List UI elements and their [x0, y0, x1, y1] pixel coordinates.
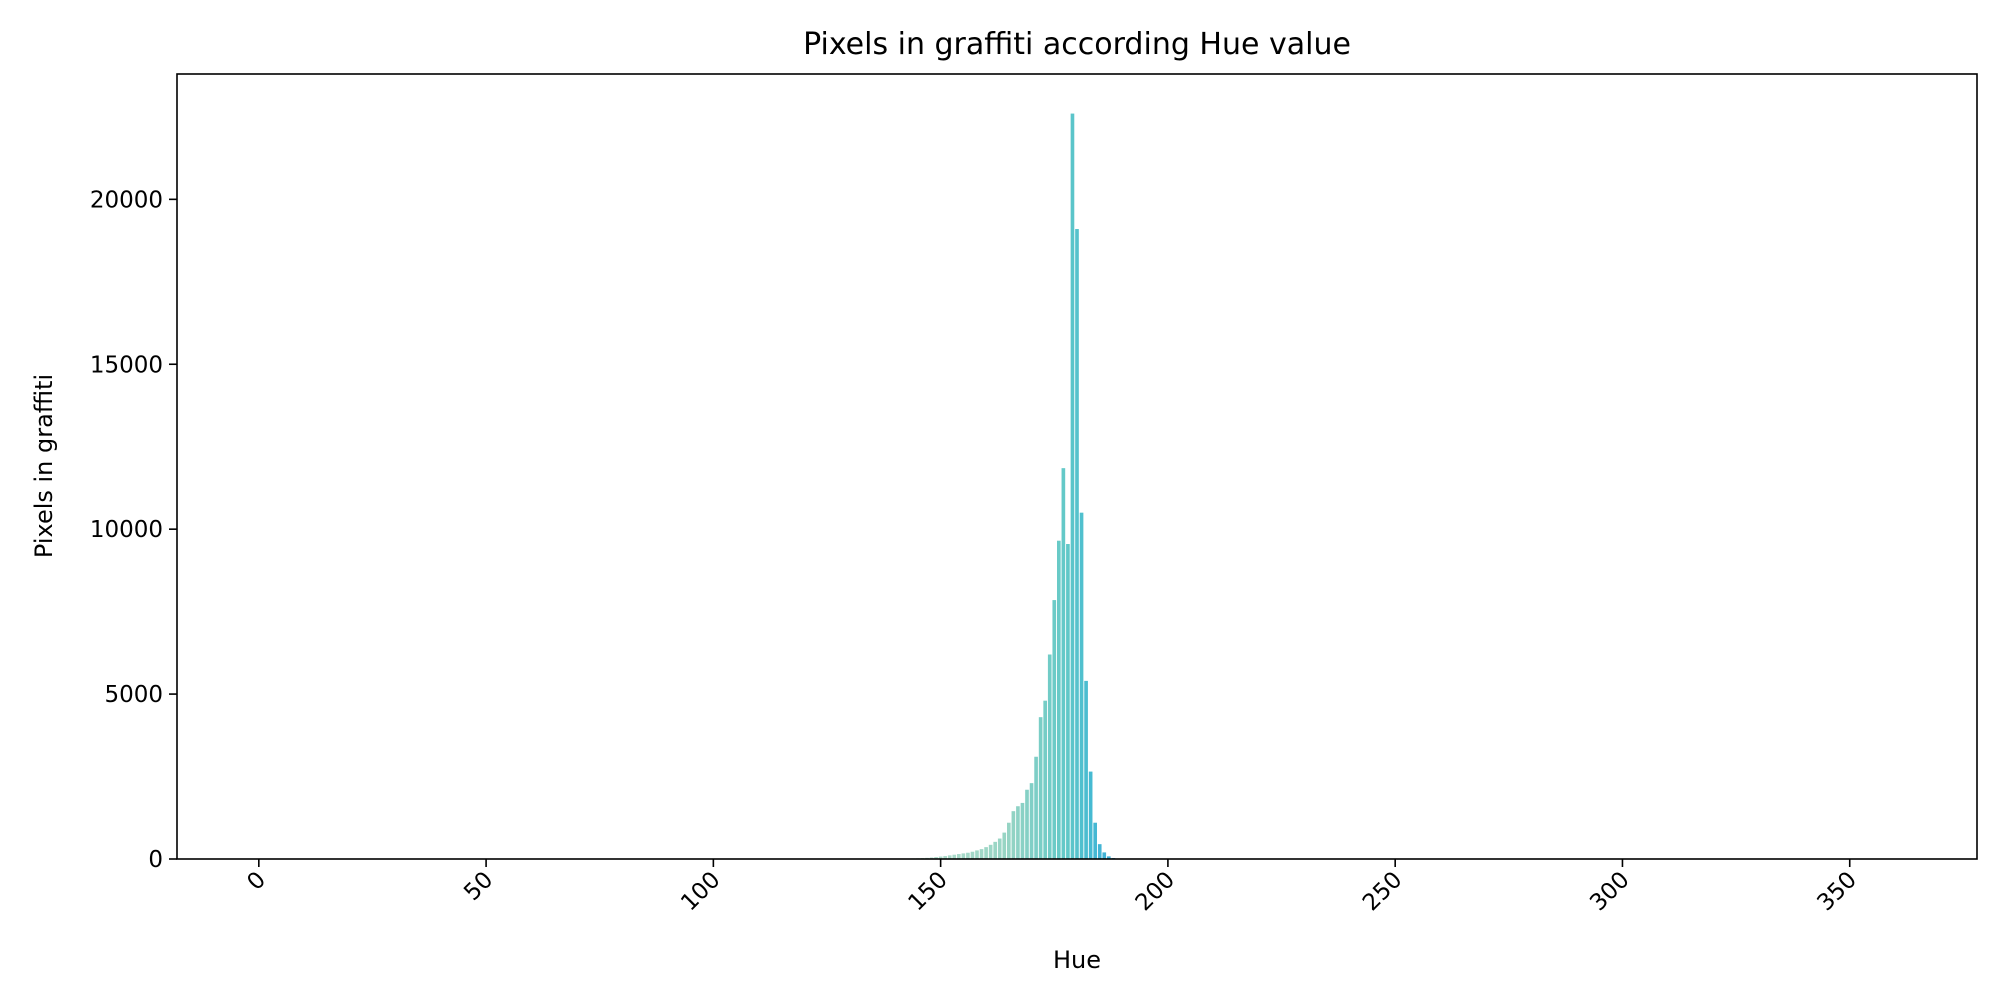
y-tick-label-15000: 15000	[90, 352, 163, 378]
y-tick-label-20000: 20000	[90, 187, 163, 213]
x-tick-label-50: 50	[459, 867, 498, 906]
bar-hue-154	[957, 854, 961, 859]
bar-hue-162	[993, 841, 997, 859]
bar-hue-187	[1107, 856, 1111, 859]
x-tick-label-100: 100	[676, 867, 725, 916]
x-tick-label-0: 0	[242, 867, 271, 896]
plot-frame	[176, 73, 1978, 860]
bar-hue-155	[961, 853, 966, 859]
bar-hue-167	[1016, 806, 1020, 859]
bar-hue-169	[1025, 789, 1029, 859]
y-tick-label-5000: 5000	[104, 682, 163, 708]
x-axis-ticks: 0 50 100 150 200 250 300 350	[242, 859, 1862, 916]
bar-hue-153	[952, 854, 957, 859]
bar-hue-177	[1061, 468, 1066, 859]
x-axis-label: Hue	[1053, 946, 1101, 974]
y-axis-ticks: 0 5000 10000 15000 20000	[90, 187, 177, 873]
bar-hue-166	[1011, 811, 1016, 859]
bar-hue-175	[1052, 600, 1057, 859]
bar-hue-182	[1084, 680, 1088, 859]
bar-hue-184	[1093, 822, 1097, 859]
bar-hue-176	[1057, 540, 1061, 859]
x-tick-label-150: 150	[903, 867, 952, 916]
bar-hue-172	[1038, 717, 1043, 859]
bar-hue-168	[1020, 802, 1025, 859]
x-tick-label-200: 200	[1131, 867, 1180, 916]
bar-hue-186	[1102, 852, 1107, 859]
x-tick-label-300: 300	[1585, 867, 1634, 916]
bar-hue-160	[984, 847, 988, 859]
bar-hue-183	[1088, 771, 1093, 859]
bar-hue-173	[1043, 700, 1047, 859]
bar-hue-185	[1097, 844, 1102, 859]
bar-hue-179	[1070, 113, 1075, 859]
bar-hue-171	[1034, 756, 1038, 859]
chart-title: Pixels in graffiti according Hue value	[803, 27, 1351, 62]
y-axis-label: Pixels in graffiti	[30, 374, 58, 558]
bar-hue-159	[979, 849, 984, 859]
y-tick-label-10000: 10000	[90, 517, 163, 543]
bar-hue-156	[966, 852, 970, 859]
bar-hue-157	[970, 851, 975, 859]
bar-hue-165	[1007, 822, 1011, 859]
bar-hue-163	[997, 838, 1002, 859]
y-tick-label-0: 0	[148, 847, 163, 873]
x-tick-label-350: 350	[1813, 867, 1862, 916]
bar-hue-152	[947, 855, 952, 859]
bar-hue-170	[1029, 783, 1034, 859]
x-tick-label-250: 250	[1358, 867, 1407, 916]
bar-hue-150	[938, 856, 943, 859]
bars-group	[893, 113, 1125, 860]
bar-hue-158	[975, 850, 979, 859]
bar-hue-181	[1079, 512, 1084, 859]
bar-hue-180	[1075, 229, 1079, 859]
bar-hue-151	[943, 856, 947, 859]
bar-hue-164	[1002, 832, 1007, 859]
bar-hue-178	[1066, 544, 1070, 859]
bar-hue-174	[1047, 654, 1052, 859]
bar-hue-161	[988, 844, 993, 859]
bar-hue-149	[934, 857, 938, 859]
